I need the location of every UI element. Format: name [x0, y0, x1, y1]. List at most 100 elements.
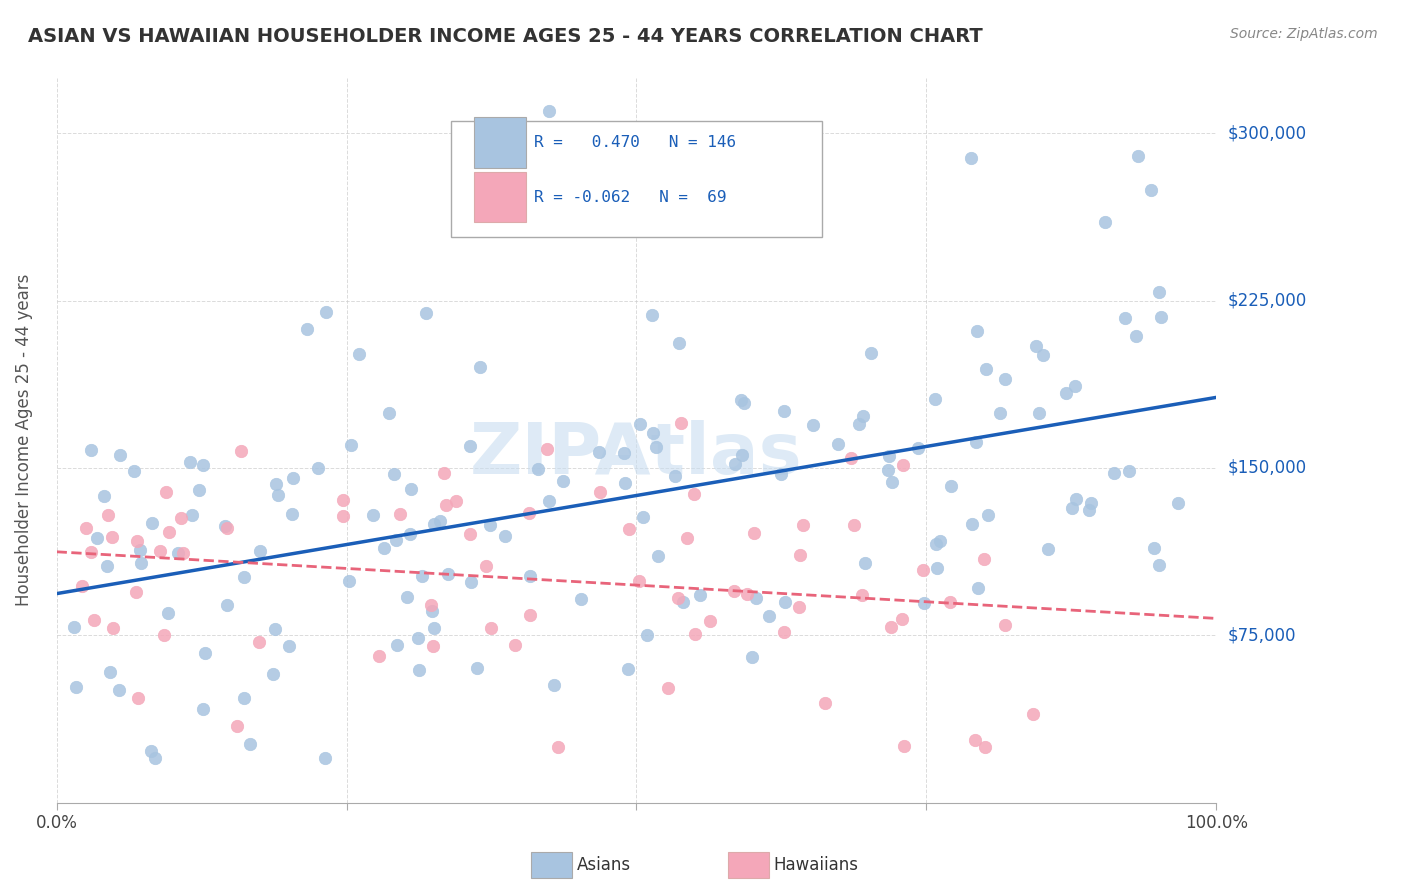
- Point: [377, 406, 399, 420]
- Point: [907, 442, 929, 456]
- Point: [1022, 706, 1045, 721]
- FancyBboxPatch shape: [451, 121, 823, 237]
- Point: [852, 409, 875, 423]
- Point: [735, 587, 758, 601]
- Point: [929, 533, 952, 548]
- Point: [152, 628, 174, 642]
- Point: [547, 739, 569, 754]
- Point: [149, 543, 172, 558]
- Point: [181, 508, 204, 522]
- Point: [458, 439, 481, 453]
- Point: [125, 584, 148, 599]
- Point: [657, 681, 679, 695]
- Point: [1064, 492, 1087, 507]
- Point: [912, 596, 935, 610]
- Point: [155, 484, 177, 499]
- Point: [851, 588, 873, 602]
- Point: [122, 464, 145, 478]
- Point: [420, 604, 443, 618]
- Point: [1028, 406, 1050, 420]
- Point: [470, 360, 492, 375]
- Point: [277, 639, 299, 653]
- Point: [839, 450, 862, 465]
- Point: [730, 448, 752, 462]
- Point: [880, 475, 903, 489]
- Point: [475, 559, 498, 574]
- Text: R =   0.470   N = 146: R = 0.470 N = 146: [534, 136, 737, 150]
- Point: [314, 751, 336, 765]
- Text: R = -0.062   N =  69: R = -0.062 N = 69: [534, 190, 727, 204]
- Text: $75,000: $75,000: [1227, 626, 1296, 644]
- Point: [86, 531, 108, 545]
- Point: [127, 691, 149, 706]
- Text: ZIPAtlas: ZIPAtlas: [470, 420, 803, 489]
- Point: [70, 579, 93, 593]
- Point: [247, 635, 270, 649]
- Point: [977, 508, 1000, 523]
- Point: [98, 665, 121, 679]
- Point: [723, 584, 745, 599]
- Point: [125, 534, 148, 549]
- Y-axis label: Householder Income Ages 25 - 44 years: Householder Income Ages 25 - 44 years: [15, 274, 32, 607]
- Point: [179, 455, 201, 469]
- Point: [156, 606, 179, 620]
- Point: [536, 442, 558, 456]
- Point: [733, 395, 755, 409]
- Point: [925, 537, 948, 551]
- Point: [614, 475, 637, 490]
- Point: [664, 469, 686, 483]
- Point: [848, 417, 870, 431]
- Point: [281, 471, 304, 485]
- Point: [437, 566, 460, 581]
- Point: [267, 488, 290, 502]
- Point: [519, 569, 541, 583]
- Point: [337, 574, 360, 588]
- Point: [1102, 467, 1125, 481]
- Point: [966, 324, 988, 338]
- Text: Asians: Asians: [576, 856, 630, 874]
- Point: [924, 392, 946, 406]
- Point: [666, 591, 689, 605]
- Point: [458, 526, 481, 541]
- Point: [422, 639, 444, 653]
- Point: [494, 529, 516, 543]
- Point: [803, 417, 825, 432]
- Point: [1114, 311, 1136, 326]
- Point: [214, 519, 236, 533]
- Point: [974, 739, 997, 754]
- Point: [683, 626, 706, 640]
- Point: [226, 719, 249, 733]
- Point: [415, 306, 437, 320]
- Point: [411, 569, 433, 583]
- Point: [1147, 558, 1170, 572]
- Point: [399, 527, 422, 541]
- Point: [890, 612, 912, 626]
- Point: [769, 467, 792, 481]
- Point: [911, 563, 934, 577]
- Point: [1062, 501, 1084, 516]
- Point: [543, 678, 565, 692]
- Point: [1126, 149, 1149, 163]
- Point: [1167, 496, 1189, 510]
- Point: [97, 508, 120, 522]
- Point: [465, 660, 488, 674]
- Point: [636, 628, 658, 642]
- Point: [172, 546, 194, 560]
- Point: [141, 744, 163, 758]
- Point: [877, 449, 900, 463]
- Point: [373, 541, 395, 555]
- Point: [385, 638, 408, 652]
- Point: [669, 417, 692, 431]
- Point: [170, 510, 193, 524]
- Point: [264, 477, 287, 491]
- Point: [1125, 329, 1147, 343]
- Point: [589, 484, 612, 499]
- Point: [941, 478, 963, 492]
- Point: [1025, 338, 1047, 352]
- Point: [433, 467, 456, 481]
- Point: [672, 594, 695, 608]
- Point: [191, 458, 214, 472]
- Point: [108, 682, 131, 697]
- Point: [382, 467, 405, 482]
- Point: [399, 482, 422, 496]
